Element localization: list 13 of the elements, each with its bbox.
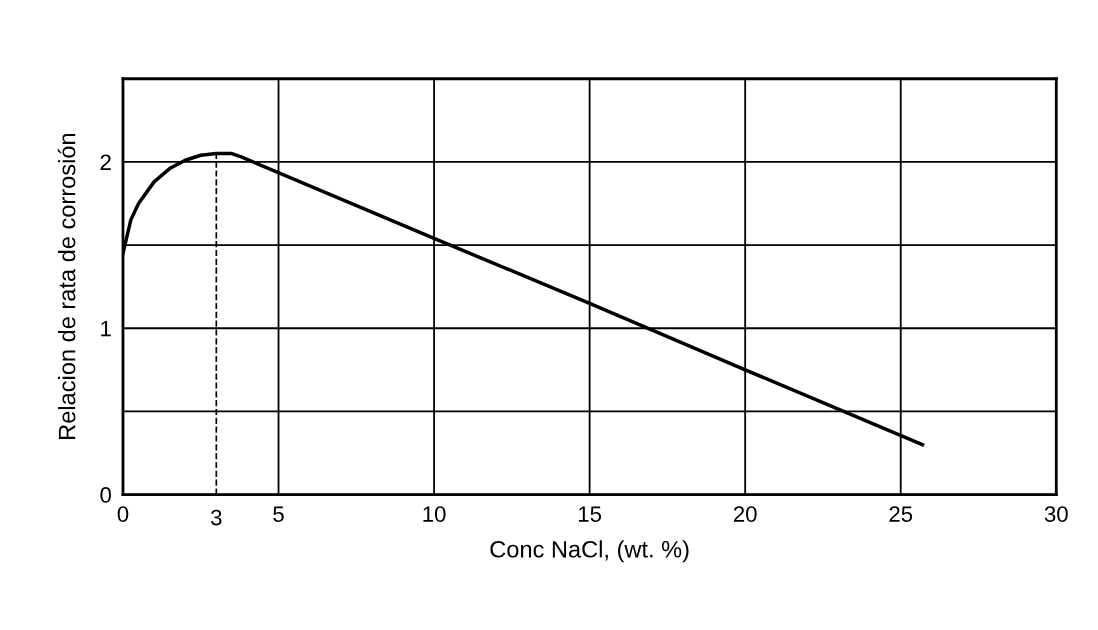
x-tick-label: 30	[1044, 506, 1068, 522]
ref-line-label: 3	[210, 509, 222, 526]
x-tick-label: 0	[117, 506, 129, 522]
x-tick-label: 10	[423, 506, 446, 522]
y-axis-title: Relacion de rata de corrosión	[57, 133, 76, 439]
x-tick-label: 25	[889, 506, 913, 522]
y-tick-label: 2	[100, 154, 111, 170]
x-tick-label: 15	[578, 506, 602, 522]
x-tick-label: 5	[273, 506, 284, 522]
y-tick-label: 0	[100, 487, 111, 503]
x-tick-label: 20	[733, 506, 757, 522]
x-axis-title: Conc NaCl, (wt. %)	[490, 540, 689, 563]
y-tick-label: 1	[101, 320, 111, 337]
